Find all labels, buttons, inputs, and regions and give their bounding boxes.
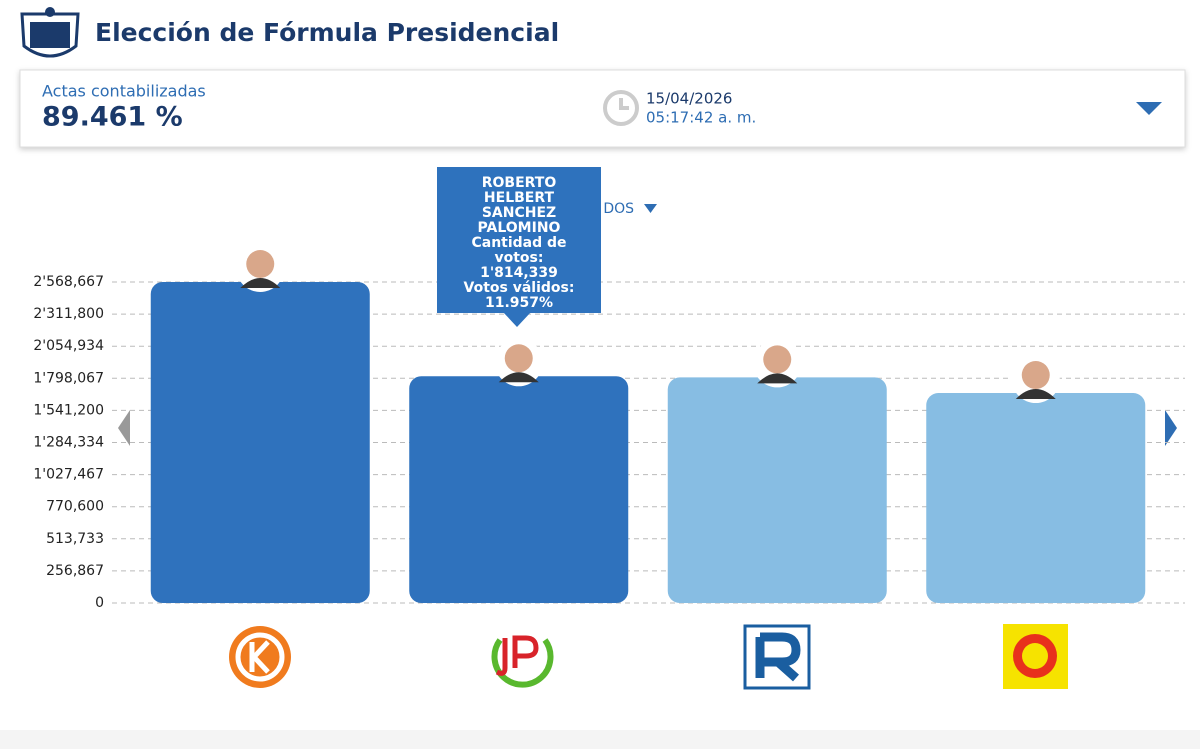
emblem [20,7,80,58]
y-tick-label: 2'054,934 [33,338,104,354]
tooltip-share: Votos válidos: 11.957% [437,281,601,311]
tooltip-name: ROBERTO HELBERT SANCHEZ PALOMINO [477,175,561,236]
candidate-body [757,373,798,384]
candidate-body [1015,389,1056,400]
y-tick-label: 1'284,334 [33,434,104,450]
y-tick-label: 770,600 [46,499,104,515]
prev-arrow[interactable] [118,410,130,446]
tooltip [437,167,601,313]
tooltip-share-value: 11.957% [484,295,554,311]
candidate-face [504,344,533,373]
summary-label: Actas contabilizadas [42,82,206,101]
footer-band [0,730,1200,749]
metric-dropdown[interactable]: DOS [603,201,634,217]
y-tick-label: 256,867 [46,563,104,579]
tooltip-share-label: Votos válidos: [463,280,575,296]
y-tick-label: 0 [95,595,104,611]
y-tick-label: 1'798,067 [33,370,104,386]
update-time: 05:17:42 a. m. [646,109,756,127]
y-tick-label: 2'568,667 [33,274,104,290]
party-logos [229,624,1068,690]
page-title: Elección de Fórmula Presidencial [95,18,559,47]
candidate-body [240,278,281,288]
tooltip-votes-value: 1'814,339 [480,265,558,281]
dropdown-caret[interactable] [644,204,657,213]
card-toggle[interactable] [1136,102,1162,115]
candidate-face [763,345,792,374]
tooltip-votes-label: Cantidad de votos: [471,235,567,266]
bar [150,282,370,603]
update-date: 15/04/2026 [646,90,732,108]
bar [409,376,629,603]
summary-value: 89.461 % [42,102,183,133]
tooltip-votes: Cantidad de votos: 1'814,339 [437,236,601,281]
y-tick-label: 513,733 [46,531,104,547]
candidate-body [498,372,539,383]
tooltip-text: ROBERTO HELBERT SANCHEZ PALOMINO Cantida… [437,176,601,311]
bar [667,377,887,603]
candidate-face [1021,361,1050,390]
candidate-face [246,250,275,278]
summary-card [19,69,1186,148]
y-tick-label: 2'311,800 [33,306,104,322]
y-tick-label: 1'027,467 [33,467,104,483]
clock-icon [603,90,639,126]
bar [926,393,1146,603]
y-tick-label: 1'541,200 [33,402,104,418]
next-arrow[interactable] [1165,410,1177,446]
plot: 0 256,867 513,733 770,600 1'027,467 1'284,334… [33,244,1185,611]
